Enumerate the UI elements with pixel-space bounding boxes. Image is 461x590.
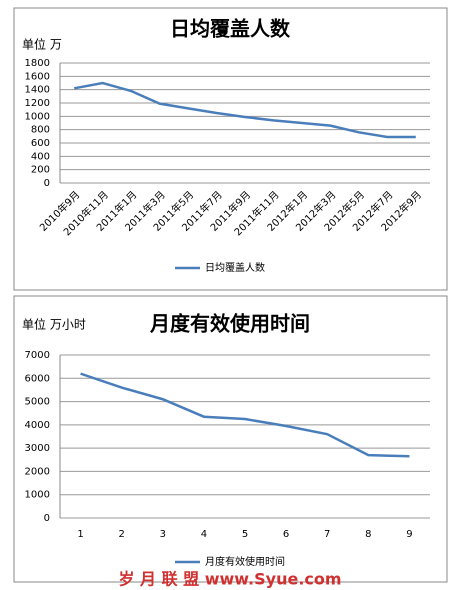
watermark: 岁 月 联 盟 www.Syue.com (118, 570, 341, 589)
chart-title: 月度有效使用时间 (149, 312, 310, 336)
y-tick-label: 1200 (25, 98, 50, 109)
y-tick-label: 1000 (25, 111, 50, 122)
y-tick-label: 7000 (25, 350, 50, 361)
y-tick-label: 200 (31, 165, 50, 176)
y-tick-label: 4000 (25, 420, 50, 431)
y-tick-label: 800 (31, 125, 50, 136)
y-axis-label: 单位 万小时 (22, 317, 86, 332)
data-line (80, 372, 410, 458)
data-line (74, 81, 416, 139)
y-tick-label: 0 (44, 513, 50, 524)
y-tick-label: 1600 (25, 71, 50, 82)
x-tick-label: 8 (365, 529, 371, 540)
y-tick-label: 1800 (25, 58, 50, 69)
x-tick-label: 4 (201, 529, 207, 540)
y-tick-label: 600 (31, 138, 50, 149)
y-tick-label: 2000 (25, 466, 50, 477)
y-tick-label: 400 (31, 151, 50, 162)
x-tick-label: 1 (77, 529, 83, 540)
y-tick-label: 6000 (25, 373, 50, 384)
y-axis-label: 单位 万 (22, 37, 62, 52)
x-tick-label: 9 (406, 529, 412, 540)
chart-title: 日均覆盖人数 (170, 17, 291, 41)
x-tick-label: 6 (283, 529, 289, 540)
x-tick-label: 5 (242, 529, 248, 540)
chart-frame (13, 7, 448, 291)
chart-frame (13, 295, 448, 583)
y-tick-label: 1000 (25, 490, 50, 501)
y-tick-label: 3000 (25, 443, 50, 454)
y-tick-label: 0 (44, 178, 50, 189)
legend-label: 日均覆盖人数 (205, 261, 265, 274)
x-tick-label: 2 (118, 529, 124, 540)
y-tick-label: 1400 (25, 85, 50, 96)
legend-label: 月度有效使用时间 (205, 555, 285, 568)
y-tick-label: 5000 (25, 397, 50, 408)
x-tick-label: 3 (160, 529, 166, 540)
x-tick-label: 7 (324, 529, 330, 540)
